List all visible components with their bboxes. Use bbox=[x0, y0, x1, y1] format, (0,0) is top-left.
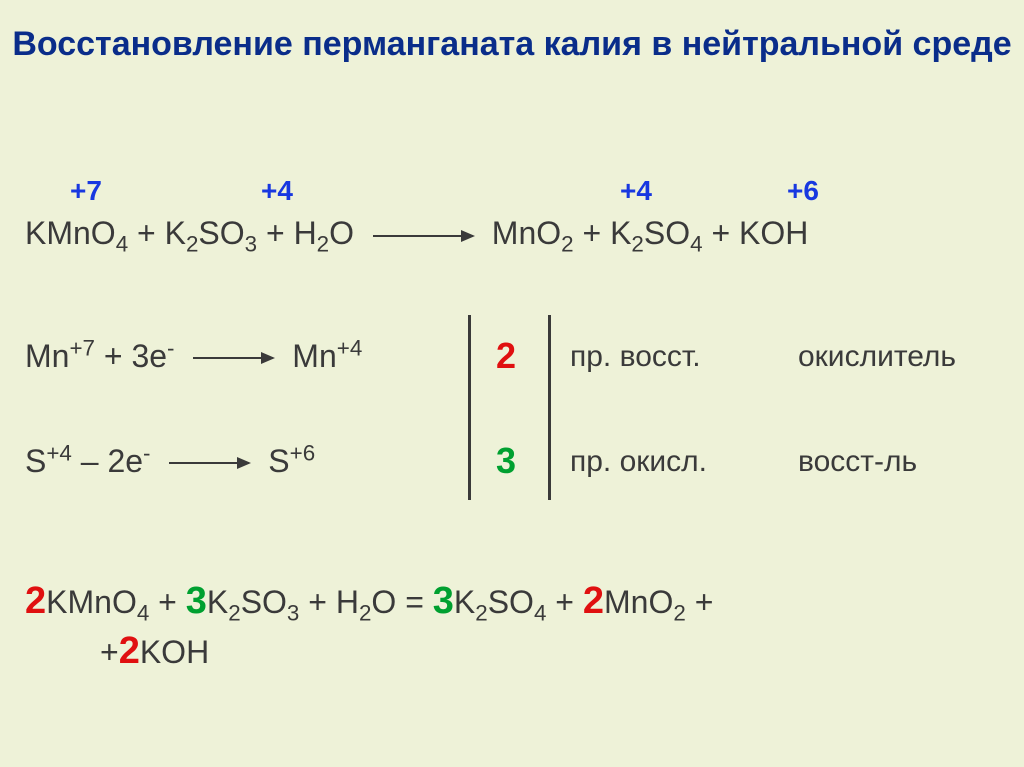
hr1-proc: пр. восст. bbox=[570, 340, 701, 374]
equation-2-line2: +2KOH bbox=[100, 630, 209, 673]
hr1-right: Mn+4 bbox=[292, 338, 362, 374]
eq1-rhs: MnO2 + K2SO4 + KOH bbox=[492, 215, 809, 251]
slide-title: Восстановление перманганата калия в нейт… bbox=[0, 0, 1024, 66]
ox-plus4b: +4 bbox=[620, 175, 652, 207]
equation-1: KMnO4 + K2SO3 + H2O MnO2 + K2SO4 + KOH bbox=[25, 215, 808, 257]
hr2-right: S+6 bbox=[268, 443, 315, 479]
ox-plus6: +6 bbox=[787, 175, 819, 207]
eq2-c1: 2 bbox=[25, 580, 46, 622]
eq2-t3: K2SO4 + bbox=[454, 584, 574, 620]
eq1-lhs: KMnO4 + K2SO3 + H2O bbox=[25, 215, 354, 251]
hr2-mult: 3 bbox=[496, 440, 516, 482]
eq2-c5: 2 bbox=[119, 630, 140, 672]
eq2-t4: MnO2 + bbox=[604, 584, 713, 620]
eq2-c3: 3 bbox=[433, 580, 454, 622]
hr1-mult: 2 bbox=[496, 335, 516, 377]
hr2-left: S+4 – 2e- bbox=[25, 443, 151, 479]
hr1-left: Mn+7 + 3e- bbox=[25, 338, 175, 374]
eq2-t6: KOH bbox=[140, 634, 209, 670]
hr2-arrow bbox=[169, 462, 249, 464]
hr1-role: окислитель bbox=[798, 340, 956, 374]
eq2-t2: K2SO3 + H2O = bbox=[207, 584, 433, 620]
ox-plus7: +7 bbox=[70, 175, 102, 207]
ox-plus4a: +4 bbox=[261, 175, 293, 207]
hr1-arrow bbox=[193, 357, 273, 359]
eq2-t5: + bbox=[100, 634, 119, 670]
eq2-c2: 3 bbox=[186, 580, 207, 622]
hr2-role: восст-ль bbox=[798, 445, 917, 479]
hr2-proc: пр. окисл. bbox=[570, 445, 707, 479]
half-reaction-2: S+4 – 2e- S+6 bbox=[25, 440, 315, 480]
half-reaction-1: Mn+7 + 3e- Mn+4 bbox=[25, 335, 362, 375]
eq2-t1: KMnO4 + bbox=[46, 584, 186, 620]
eq1-arrow bbox=[373, 235, 473, 237]
equation-2-line1: 2KMnO4 + 3K2SO3 + H2O = 3K2SO4 + 2MnO2 + bbox=[25, 580, 713, 626]
vline-2 bbox=[548, 315, 551, 500]
eq2-c4: 2 bbox=[583, 580, 604, 622]
vline-1 bbox=[468, 315, 471, 500]
